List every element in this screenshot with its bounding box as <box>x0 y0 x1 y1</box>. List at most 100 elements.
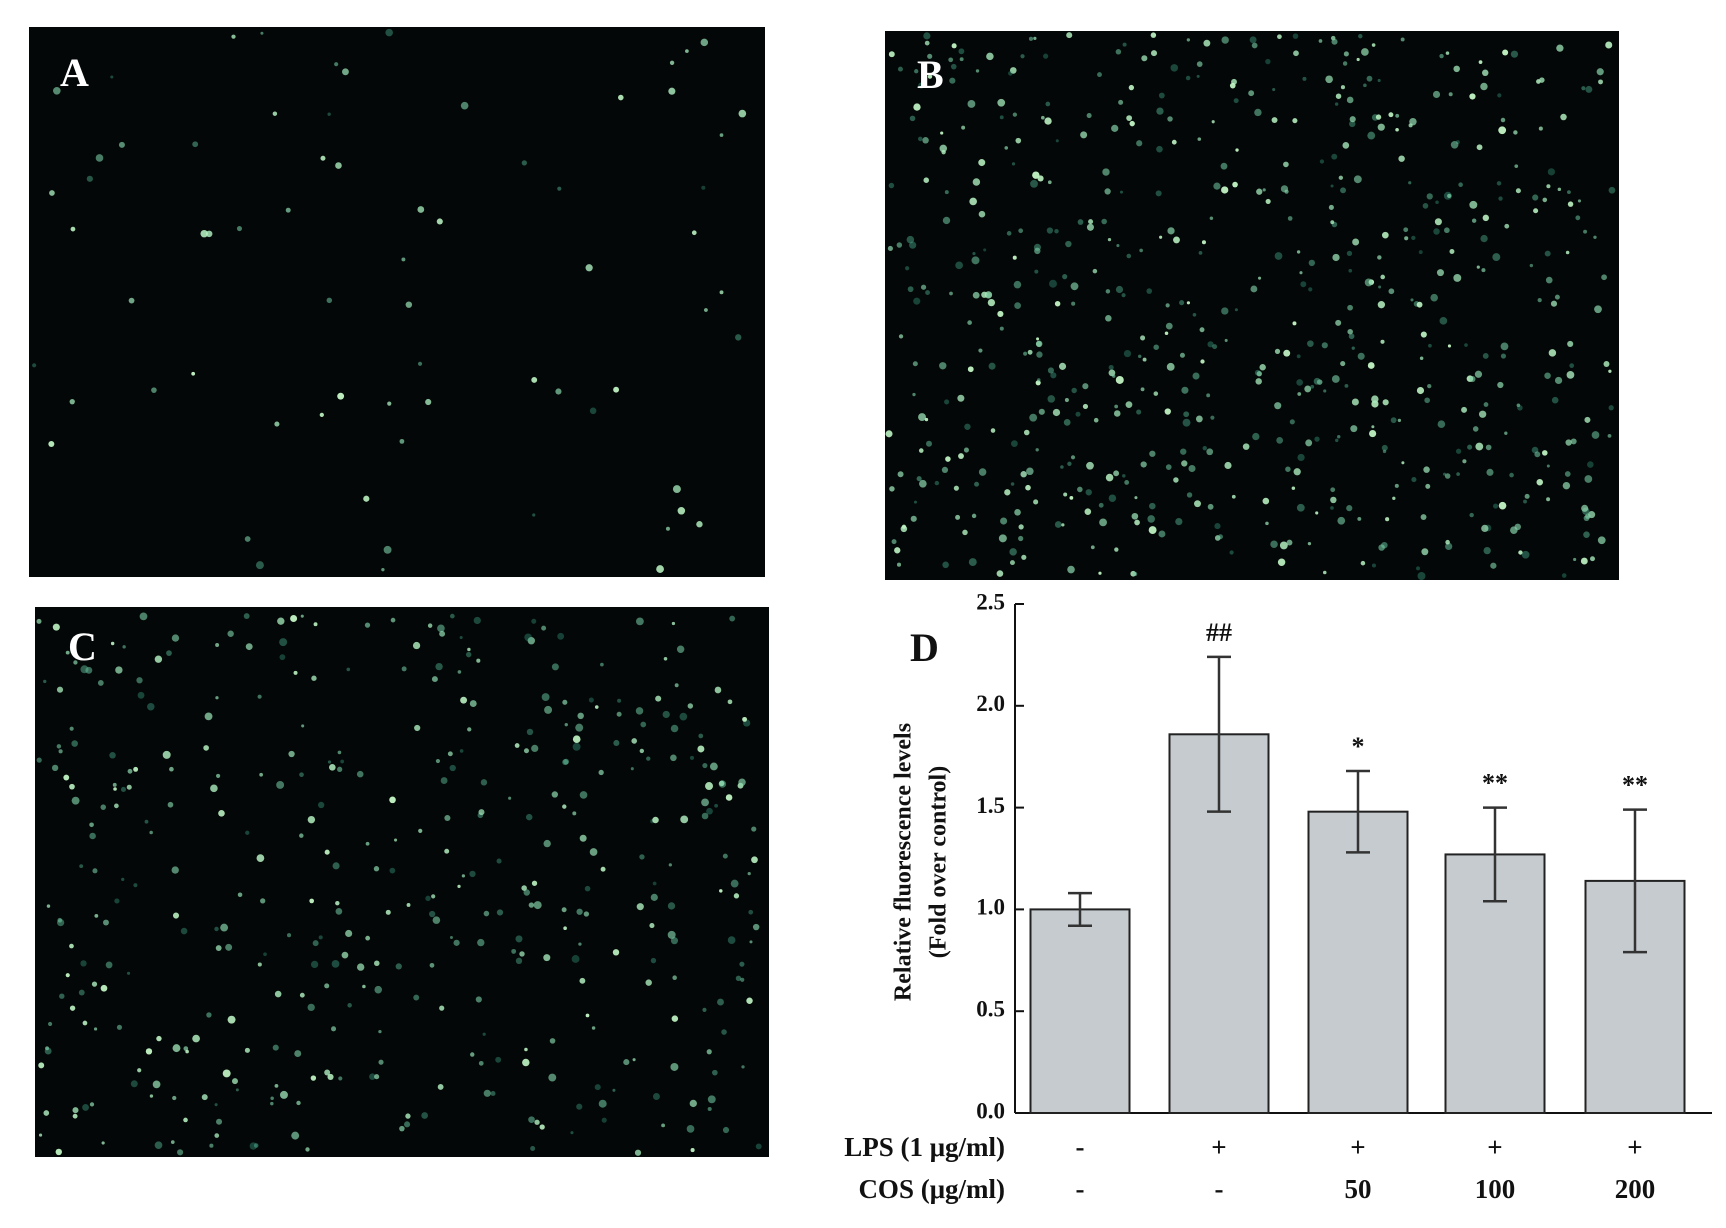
cell <box>46 904 51 908</box>
cell <box>1343 51 1349 57</box>
cell <box>1257 276 1262 280</box>
cell <box>1116 244 1120 248</box>
cell <box>704 308 708 312</box>
cell <box>1276 437 1284 444</box>
cell <box>285 207 291 213</box>
cell <box>1194 500 1201 508</box>
cell <box>1330 496 1337 504</box>
cell <box>1331 375 1340 383</box>
cell <box>133 883 138 888</box>
cell <box>1115 375 1124 384</box>
cell <box>1482 353 1489 359</box>
cell <box>742 716 748 722</box>
cell <box>1292 118 1298 124</box>
cell <box>1319 159 1325 164</box>
cell <box>305 1147 310 1152</box>
cell <box>1307 340 1314 347</box>
cell <box>738 109 747 118</box>
cell <box>1274 348 1281 354</box>
cell <box>898 334 904 339</box>
cell <box>417 206 425 213</box>
cell <box>335 162 342 169</box>
cell <box>1483 402 1489 407</box>
cell <box>635 707 644 715</box>
cell <box>1101 218 1107 225</box>
cell <box>257 962 262 967</box>
bar <box>1307 810 1409 1114</box>
cell <box>272 1044 279 1051</box>
cell <box>1504 431 1508 435</box>
cell <box>299 772 304 777</box>
cell <box>1296 379 1303 386</box>
cell <box>1346 505 1353 512</box>
cell <box>490 1090 496 1096</box>
cell <box>1153 391 1159 396</box>
cell <box>167 801 174 808</box>
cell <box>1020 54 1025 59</box>
cell <box>1420 331 1427 338</box>
cell <box>236 225 243 232</box>
cell <box>332 862 340 870</box>
cell <box>983 248 987 252</box>
cell <box>227 630 234 637</box>
cell <box>399 1125 405 1132</box>
cell <box>919 479 927 488</box>
cell <box>1444 473 1451 479</box>
x-tick-label: + <box>1627 1132 1642 1162</box>
cell <box>939 144 948 153</box>
cell <box>591 1026 596 1030</box>
cell <box>1369 430 1377 438</box>
cell <box>1322 570 1327 575</box>
cell <box>948 57 954 63</box>
cell <box>924 40 930 46</box>
cell <box>645 979 652 986</box>
cell <box>249 1142 257 1150</box>
cell <box>1086 223 1094 231</box>
error-bar <box>1207 655 1231 813</box>
cell <box>139 612 148 621</box>
cell <box>185 1049 189 1054</box>
cell <box>429 962 435 968</box>
cell <box>551 663 559 671</box>
cell <box>906 235 915 244</box>
cell <box>1196 74 1200 78</box>
cell <box>669 60 675 65</box>
cell <box>1183 411 1190 418</box>
cell <box>1125 401 1133 409</box>
cell <box>1122 474 1126 478</box>
cell <box>1274 252 1283 260</box>
cell <box>997 98 1006 107</box>
cell <box>738 778 746 786</box>
cell <box>1047 180 1052 185</box>
cell <box>515 957 523 965</box>
cell <box>1044 117 1052 125</box>
cell <box>662 710 670 719</box>
cell <box>570 1131 574 1135</box>
cell <box>279 638 288 647</box>
cell <box>374 985 382 994</box>
cell <box>105 961 113 969</box>
cell <box>717 998 724 1006</box>
cell <box>115 666 123 674</box>
cell <box>166 650 172 656</box>
cell <box>1085 489 1092 496</box>
cell <box>399 438 405 444</box>
cell <box>526 728 534 736</box>
cell <box>429 910 436 918</box>
cell <box>128 297 135 304</box>
cell <box>531 376 538 383</box>
cell <box>748 909 754 915</box>
cell <box>414 724 421 732</box>
cell <box>435 662 443 671</box>
cell <box>612 949 620 956</box>
cell <box>1049 279 1057 288</box>
cell <box>1018 535 1024 542</box>
cell <box>650 893 658 901</box>
cell <box>1126 115 1133 121</box>
cell <box>1408 123 1413 128</box>
cell <box>1567 190 1571 195</box>
cell <box>260 898 266 904</box>
cell <box>1038 408 1045 415</box>
cell <box>1498 196 1503 201</box>
cell <box>1277 558 1286 566</box>
